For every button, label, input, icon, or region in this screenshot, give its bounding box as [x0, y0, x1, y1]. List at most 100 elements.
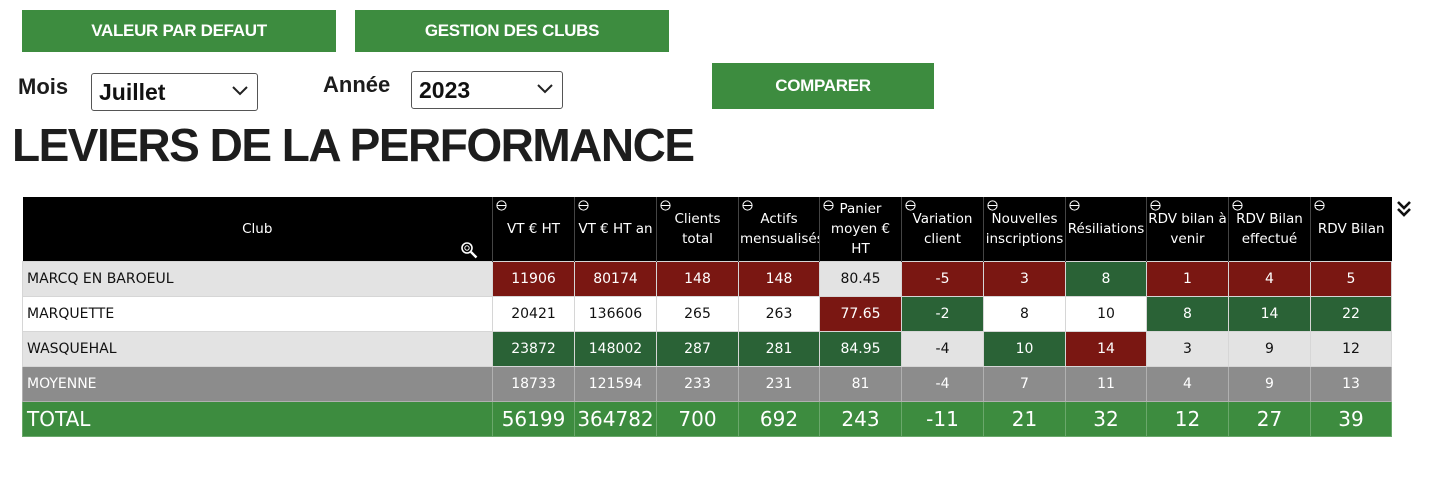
column-header[interactable]: RDV Bilan — [1310, 197, 1392, 262]
compare-button[interactable]: COMPARER — [712, 63, 934, 109]
metric-cell: 12 — [1146, 401, 1229, 437]
sort-icon[interactable] — [1314, 200, 1325, 211]
metric-cell: 136606 — [574, 296, 657, 332]
metric-cell: 20421 — [492, 296, 575, 332]
month-select-value: Juillet — [99, 78, 166, 105]
metric-cell: 8 — [1065, 261, 1147, 297]
table-header-row: Club VT € HT VT € HT an Clients total Actifs… — [22, 197, 1392, 262]
metric-cell: -4 — [901, 366, 984, 402]
column-header[interactable]: RDV bilan à venir — [1146, 197, 1229, 262]
metric-cell: 3 — [1146, 331, 1229, 367]
metric-cell: 231 — [738, 366, 820, 402]
metric-cell: 148 — [656, 261, 739, 297]
metric-cell: 700 — [656, 401, 739, 437]
sort-icon[interactable] — [660, 200, 671, 211]
table-row: WASQUEHAL 23872 148002 287 281 84.95 -4 10 14 3 9 1… — [22, 331, 1392, 367]
chevron-down-icon — [537, 84, 553, 94]
club-management-button[interactable]: GESTION DES CLUBS — [355, 10, 669, 52]
sort-icon[interactable] — [823, 200, 834, 211]
default-values-button[interactable]: VALEUR PAR DEFAUT — [22, 10, 336, 52]
metric-cell: 10 — [983, 331, 1066, 367]
metric-cell: 121594 — [574, 366, 657, 402]
column-header[interactable]: Club — [22, 197, 493, 262]
metric-cell: -2 — [901, 296, 984, 332]
sort-icon[interactable] — [1150, 200, 1161, 211]
sort-icon[interactable] — [905, 200, 916, 211]
metric-cell: 4 — [1228, 261, 1311, 297]
metric-cell: 263 — [738, 296, 820, 332]
metric-cell: 22 — [1310, 296, 1392, 332]
club-name-cell[interactable]: MARQUETTE — [22, 296, 493, 332]
column-header-label: VT € HT an — [578, 221, 653, 237]
double-chevron-down-icon[interactable] — [1396, 200, 1412, 218]
page-title: LEVIERS DE LA PERFORMANCE — [12, 119, 695, 171]
club-name-cell[interactable]: WASQUEHAL — [22, 331, 493, 367]
table-row: MOYENNE 18733 121594 233 231 81 -4 7 11 4 9 13 — [22, 366, 1392, 402]
sort-icon[interactable] — [1069, 200, 1080, 211]
sort-icon[interactable] — [742, 200, 753, 211]
performance-table: Club VT € HT VT € HT an Clients total Actifs… — [22, 197, 1392, 437]
metric-cell: -5 — [901, 261, 984, 297]
column-header[interactable]: VT € HT — [492, 197, 575, 262]
column-header-label: VT € HT — [506, 221, 561, 237]
metric-cell: 32 — [1065, 401, 1147, 437]
metric-cell: 14 — [1228, 296, 1311, 332]
column-header[interactable]: Variation client — [901, 197, 984, 262]
sort-icon[interactable] — [987, 200, 998, 211]
metric-cell: 14 — [1065, 331, 1147, 367]
metric-cell: 5 — [1310, 261, 1392, 297]
year-select[interactable]: 2023 — [411, 71, 563, 109]
metric-cell: 80.45 — [819, 261, 902, 297]
column-header[interactable]: Actifs mensualisés — [738, 197, 820, 262]
column-header-label: Résiliations — [1067, 221, 1145, 237]
metric-cell: 148 — [738, 261, 820, 297]
metric-cell: 4 — [1146, 366, 1229, 402]
column-header[interactable]: VT € HT an — [574, 197, 657, 262]
column-header[interactable]: Clients total — [656, 197, 739, 262]
year-label: Année — [323, 72, 391, 97]
metric-cell: 10 — [1065, 296, 1147, 332]
metric-cell: 148002 — [574, 331, 657, 367]
club-name-cell[interactable]: TOTAL — [22, 401, 493, 437]
table-row: MARCQ EN BAROEUL 11906 80174 148 148 80.45 -5 3… — [22, 261, 1392, 297]
metric-cell: 84.95 — [819, 331, 902, 367]
column-header[interactable]: Résiliations — [1065, 197, 1147, 262]
metric-cell: 3 — [983, 261, 1066, 297]
metric-cell: 11906 — [492, 261, 575, 297]
column-header-label: RDV bilan à venir — [1148, 211, 1227, 247]
column-header-label: Variation client — [912, 211, 973, 247]
metric-cell: 80174 — [574, 261, 657, 297]
metric-cell: 13 — [1310, 366, 1392, 402]
metric-cell: 243 — [819, 401, 902, 437]
month-select[interactable]: Juillet — [91, 73, 258, 111]
metric-cell: 8 — [1146, 296, 1229, 332]
column-header-label: Clients total — [674, 211, 721, 247]
column-header[interactable]: Nouvelles inscriptions — [983, 197, 1066, 262]
column-header-label: Nouvelles inscriptions — [985, 211, 1064, 247]
metric-cell: 27 — [1228, 401, 1311, 437]
metric-cell: 281 — [738, 331, 820, 367]
metric-cell: 7 — [983, 366, 1066, 402]
month-label: Mois — [18, 74, 69, 99]
sort-icon[interactable] — [496, 200, 507, 211]
column-header-label: RDV Bilan — [1317, 221, 1385, 237]
metric-cell: 265 — [656, 296, 739, 332]
column-header-label: Club — [242, 221, 273, 237]
metric-cell: 81 — [819, 366, 902, 402]
metric-cell: 233 — [656, 366, 739, 402]
column-header-label: Actifs mensualisés — [740, 211, 820, 247]
club-name-cell[interactable]: MARCQ EN BAROEUL — [22, 261, 493, 297]
metric-cell: 692 — [738, 401, 820, 437]
sort-icon[interactable] — [1232, 200, 1243, 211]
metric-cell: -11 — [901, 401, 984, 437]
club-name-cell[interactable]: MOYENNE — [22, 366, 493, 402]
column-header[interactable]: Panier moyen € HT — [819, 197, 902, 262]
sort-icon[interactable] — [578, 200, 589, 211]
table-row: MARQUETTE 20421 136606 265 263 77.65 -2 8 10 8 14 2… — [22, 296, 1392, 332]
year-select-value: 2023 — [419, 76, 471, 103]
column-header[interactable]: RDV Bilan effectué — [1228, 197, 1311, 262]
metric-cell: 18733 — [492, 366, 575, 402]
magnifier-icon[interactable] — [460, 241, 478, 259]
metric-cell: 1 — [1146, 261, 1229, 297]
metric-cell: 56199 — [492, 401, 575, 437]
